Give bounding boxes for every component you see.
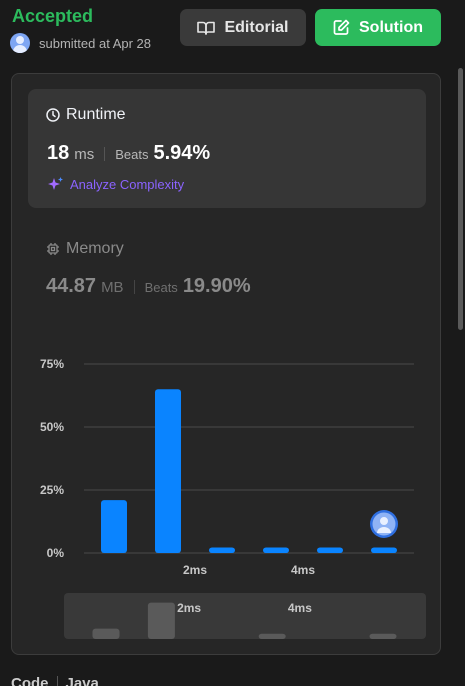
y-tick-label: 50% bbox=[40, 420, 64, 434]
runtime-title: Runtime bbox=[46, 106, 126, 124]
avatar-body bbox=[377, 527, 391, 533]
analyze-complexity-text: Analyze Complexity bbox=[70, 177, 185, 192]
y-tick-label: 0% bbox=[47, 546, 65, 560]
memory-unit: MB bbox=[101, 279, 124, 296]
submitter-info: submitted at Apr 28 bbox=[10, 33, 165, 53]
memory-stats: 44.87 MB Beats 19.90% bbox=[46, 275, 251, 298]
y-tick-label: 25% bbox=[40, 483, 64, 497]
chip-icon bbox=[47, 243, 59, 255]
minimap-svg: 2ms 4ms bbox=[92, 601, 397, 639]
bar bbox=[101, 500, 127, 553]
avatar-head bbox=[380, 517, 388, 525]
x-tick-label: 4ms bbox=[291, 563, 315, 577]
memory-beats-label: Beats bbox=[144, 280, 178, 295]
memory-title[interactable]: Memory bbox=[46, 240, 124, 258]
bar bbox=[209, 547, 235, 553]
bar bbox=[317, 547, 343, 553]
performance-panel: Runtime 18 ms Beats 5.94% Analyze Comple… bbox=[11, 73, 441, 655]
divider bbox=[104, 146, 106, 161]
user-avatar[interactable] bbox=[10, 33, 30, 53]
code-language-bar: Code Java bbox=[11, 675, 99, 686]
solution-label: Solution bbox=[359, 18, 423, 36]
divider bbox=[133, 279, 135, 294]
minimap-bar bbox=[147, 602, 175, 639]
minimap-tick-label: 4ms bbox=[288, 601, 312, 615]
runtime-stats: 18 ms Beats 5.94% bbox=[47, 142, 210, 165]
language-label: Java bbox=[65, 675, 99, 686]
memory-beats-value: 19.90% bbox=[182, 275, 251, 297]
bar bbox=[263, 547, 289, 553]
minimap-bar bbox=[258, 633, 286, 639]
minimap-bar bbox=[92, 628, 120, 639]
clock-icon bbox=[46, 108, 60, 122]
scrollbar[interactable] bbox=[458, 68, 463, 330]
x-tick-label: 2ms bbox=[183, 563, 207, 577]
chart-range-minimap[interactable]: 2ms 4ms bbox=[64, 593, 426, 639]
book-icon bbox=[197, 21, 216, 35]
bar bbox=[155, 389, 181, 553]
runtime-title-text: Runtime bbox=[66, 106, 126, 123]
divider bbox=[56, 676, 58, 686]
analyze-complexity-link[interactable]: Analyze Complexity bbox=[47, 176, 184, 193]
runtime-value: 18 bbox=[47, 142, 70, 164]
edit-icon bbox=[333, 19, 350, 35]
submitted-at-text: submitted at Apr 28 bbox=[39, 35, 152, 51]
status-accepted: Accepted bbox=[12, 6, 94, 26]
code-label: Code bbox=[11, 675, 49, 686]
minimap-tick-label: 2ms bbox=[177, 601, 201, 615]
runtime-beats-label: Beats bbox=[115, 147, 149, 162]
runtime-beats-value: 5.94% bbox=[153, 142, 211, 164]
memory-value: 44.87 bbox=[46, 275, 97, 297]
memory-title-text: Memory bbox=[66, 240, 124, 257]
solution-button[interactable]: Solution bbox=[315, 9, 441, 46]
sparkle-icon bbox=[48, 177, 63, 190]
bar bbox=[371, 547, 397, 553]
minimap-bar bbox=[369, 633, 397, 639]
runtime-distribution-chart: 75% 50% 25% 0% 2ms 4ms bbox=[40, 357, 414, 577]
editorial-label: Editorial bbox=[224, 18, 289, 36]
runtime-card[interactable]: Runtime 18 ms Beats 5.94% Analyze Comple… bbox=[28, 89, 426, 208]
editorial-button[interactable]: Editorial bbox=[180, 9, 306, 46]
runtime-unit: ms bbox=[74, 146, 95, 163]
y-tick-label: 75% bbox=[40, 357, 64, 371]
